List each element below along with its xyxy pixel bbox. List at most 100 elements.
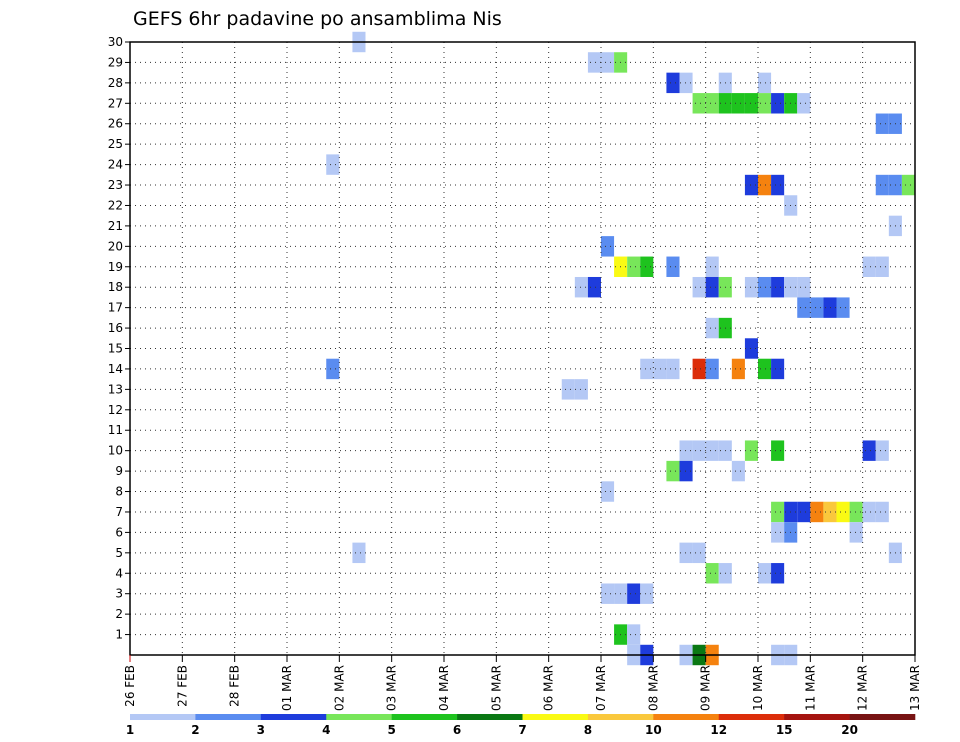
- x-tick-label: 26 FEB: [123, 665, 137, 707]
- heatmap-cell: [862, 256, 876, 277]
- heatmap-cell: [823, 297, 837, 318]
- heatmap-cell: [705, 358, 719, 380]
- heatmap-cell: [771, 174, 785, 196]
- heatmap-cell: [640, 358, 654, 380]
- heatmap-cell: [326, 154, 340, 175]
- colorbar-label: 15: [776, 723, 793, 737]
- y-tick-label: 11: [108, 423, 123, 437]
- heatmap-cell: [574, 379, 588, 400]
- x-tick-label: 11 MAR: [803, 665, 817, 711]
- heatmap-cell: [771, 563, 785, 584]
- heatmap-cell: [587, 52, 601, 73]
- y-tick-label: 14: [108, 362, 123, 376]
- y-tick-label: 1: [115, 628, 123, 642]
- colorbar-segment: [391, 714, 458, 720]
- grid-lines: [130, 41, 915, 655]
- heatmap-cell: [771, 276, 785, 298]
- y-tick-label: 15: [108, 342, 123, 356]
- y-tick-label: 22: [108, 198, 123, 212]
- colorbar-segment: [260, 714, 327, 720]
- heatmap-cell: [875, 113, 889, 134]
- colorbar-label: 7: [518, 723, 526, 737]
- y-tick-label: 3: [115, 587, 123, 601]
- heatmap-cell: [797, 501, 811, 523]
- heatmap-cell: [731, 93, 745, 114]
- heatmap-cell: [901, 174, 915, 196]
- colorbar-label: 8: [584, 723, 592, 737]
- colorbar-segment: [522, 714, 589, 720]
- heatmap-cell: [666, 72, 680, 94]
- heatmap-cell: [758, 563, 772, 584]
- y-tick-label: 25: [108, 137, 123, 151]
- x-tick-label: 01 MAR: [280, 665, 294, 711]
- heatmap-cell: [771, 440, 785, 461]
- colorbar-segment: [587, 714, 654, 720]
- heatmap-cell: [758, 276, 772, 298]
- x-tick-label: 09 MAR: [699, 665, 713, 711]
- y-tick-label: 8: [115, 485, 123, 499]
- y-tick-label: 27: [108, 96, 123, 110]
- y-tick-label: 10: [108, 444, 123, 458]
- heatmap-cell: [627, 583, 641, 604]
- x-tick-label: 13 MAR: [908, 665, 922, 711]
- heatmap-cell: [705, 317, 719, 339]
- colorbar-label: 3: [257, 723, 265, 737]
- y-tick-label: 24: [108, 158, 123, 172]
- y-tick-label: 18: [108, 280, 123, 294]
- y-axis: 1234567891011121314151617181920212223242…: [108, 35, 130, 642]
- heatmap-cell: [849, 522, 863, 543]
- y-tick-label: 29: [108, 55, 123, 69]
- heatmap-cell: [640, 583, 654, 604]
- heatmap-cell: [875, 256, 889, 277]
- y-tick-label: 17: [108, 301, 123, 315]
- heatmap-cell: [758, 72, 772, 94]
- heatmap-cell: [692, 276, 706, 298]
- heatmap-cell: [744, 276, 758, 298]
- heatmap-cell: [810, 501, 824, 523]
- heatmap-cell: [731, 460, 745, 482]
- x-tick-label: 02 MAR: [332, 665, 346, 711]
- colorbar-label: 4: [322, 723, 330, 737]
- heatmap-cell: [326, 358, 340, 380]
- heatmap-cell: [875, 440, 889, 461]
- heatmap-cell: [862, 501, 876, 523]
- heatmap-cell: [771, 501, 785, 523]
- heatmap-cells: [326, 31, 915, 666]
- y-tick-label: 4: [115, 566, 123, 580]
- heatmap-cell: [627, 624, 641, 645]
- y-tick-label: 23: [108, 178, 123, 192]
- x-tick-label: 05 MAR: [489, 665, 503, 711]
- heatmap-cell: [875, 174, 889, 196]
- heatmap-cell: [601, 236, 615, 257]
- colorbar-label: 2: [191, 723, 199, 737]
- heatmap-cell: [653, 358, 667, 380]
- chart-title: GEFS 6hr padavine po ansamblima Nis: [133, 8, 502, 30]
- colorbar-segment: [195, 714, 262, 720]
- x-tick-label: 03 MAR: [385, 665, 399, 711]
- heatmap-cell: [692, 542, 706, 564]
- heatmap-cell: [744, 93, 758, 114]
- heatmap-cell: [692, 440, 706, 461]
- colorbar-label: 12: [710, 723, 727, 737]
- y-tick-label: 9: [115, 464, 123, 478]
- heatmap-cell: [561, 379, 575, 400]
- heatmap-cell: [601, 583, 615, 604]
- heatmap-cell: [797, 297, 811, 318]
- y-tick-label: 12: [108, 403, 123, 417]
- colorbar-segment: [130, 714, 196, 720]
- heatmap-cell: [679, 440, 693, 461]
- heatmap-cell: [797, 276, 811, 298]
- colorbar-label: 1: [126, 723, 134, 737]
- heatmap-cell: [692, 358, 706, 380]
- heatmap-cell: [601, 52, 615, 73]
- heatmap-cell: [640, 256, 654, 277]
- colorbar-label: 20: [841, 723, 858, 737]
- x-tick-label: 28 FEB: [228, 665, 242, 707]
- y-tick-label: 6: [115, 525, 123, 539]
- x-tick-label: 07 MAR: [594, 665, 608, 711]
- x-tick-label: 08 MAR: [646, 665, 660, 711]
- plot-frame: [129, 41, 916, 656]
- colorbar: 1 2 3 4 5 6 7 8 10 12 15 20: [126, 714, 916, 737]
- heatmap-cell: [758, 93, 772, 114]
- x-tick-label: 06 MAR: [542, 665, 556, 711]
